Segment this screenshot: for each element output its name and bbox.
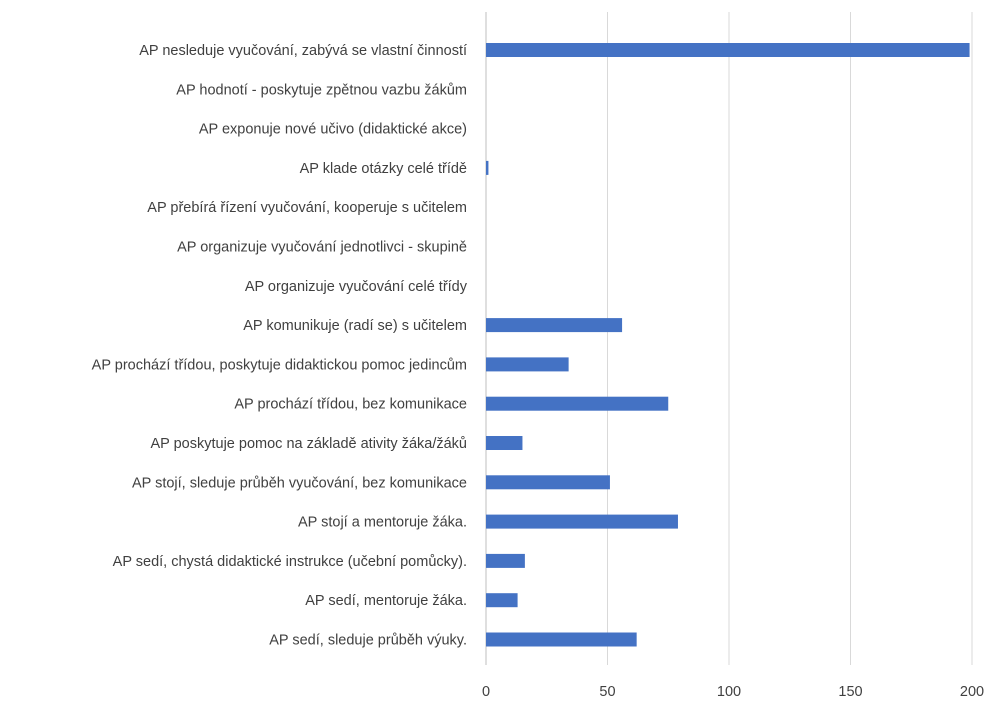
category-labels: AP nesleduje vyučování, zabývá se vlastn… bbox=[92, 43, 468, 649]
category-label: AP exponuje nové učivo (didaktické akce) bbox=[199, 122, 467, 138]
category-label: AP sedí, sleduje průběh výuky. bbox=[269, 633, 467, 649]
category-label: AP hodnotí - poskytuje zpětnou vazbu žák… bbox=[176, 82, 467, 98]
category-label: AP prochází třídou, poskytuje didakticko… bbox=[92, 357, 467, 373]
category-label: AP prochází třídou, bez komunikace bbox=[234, 397, 467, 413]
bar bbox=[486, 43, 970, 57]
category-label: AP klade otázky celé třídě bbox=[300, 161, 467, 177]
x-tick-labels: 0 50 100 150 200 bbox=[482, 684, 984, 700]
bar bbox=[486, 475, 610, 490]
category-label: AP organizuje vyučování jednotlivci - sk… bbox=[177, 240, 467, 256]
bar bbox=[486, 553, 525, 568]
x-tick-label: 150 bbox=[838, 684, 862, 700]
category-label: AP organizuje vyučování celé třídy bbox=[245, 279, 468, 295]
bar bbox=[486, 396, 669, 411]
category-label: AP nesleduje vyučování, zabývá se vlastn… bbox=[139, 43, 467, 59]
bar bbox=[486, 593, 518, 608]
category-label: AP sedí, chystá didaktické instrukce (uč… bbox=[113, 554, 467, 570]
x-tick-label: 200 bbox=[960, 684, 984, 700]
category-label: AP stojí, sleduje průběh vyučování, bez … bbox=[132, 475, 467, 491]
category-label: AP stojí a mentoruje žáka. bbox=[298, 515, 467, 531]
bars bbox=[486, 43, 970, 647]
category-label: AP sedí, mentoruje žáka. bbox=[305, 593, 467, 609]
x-tick-label: 100 bbox=[717, 684, 741, 700]
bar bbox=[486, 632, 637, 647]
bar bbox=[486, 160, 489, 175]
x-tick-label: 0 bbox=[482, 684, 490, 700]
bar bbox=[486, 318, 623, 333]
category-label: AP komunikuje (radí se) s učitelem bbox=[243, 318, 467, 334]
x-tick-label: 50 bbox=[599, 684, 615, 700]
bar bbox=[486, 357, 569, 372]
gridlines bbox=[485, 12, 973, 665]
bar bbox=[486, 514, 678, 529]
category-label: AP poskytuje pomoc na základě ativity žá… bbox=[151, 436, 468, 452]
category-label: AP přebírá řízení vyučování, kooperuje s… bbox=[147, 200, 467, 216]
bar bbox=[486, 436, 523, 450]
